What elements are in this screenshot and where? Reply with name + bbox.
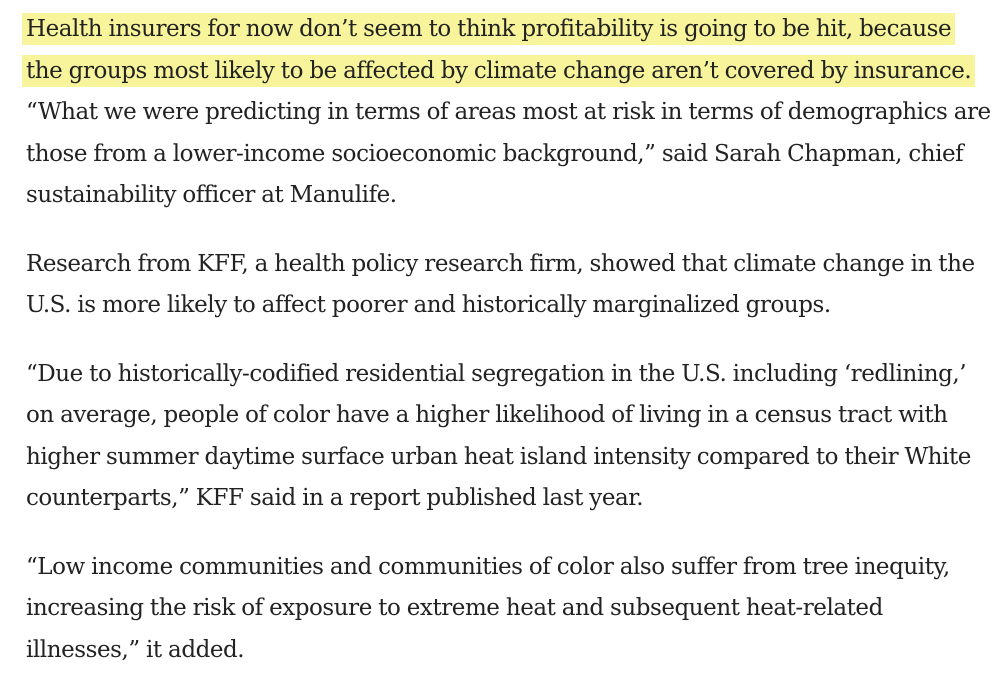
paragraph-tree-inequity: “Low income communities and communities … [26, 553, 950, 663]
paragraph-insurers: Health insurers for now don’t seem to th… [22, 9, 991, 217]
paragraph-text: “What we were predicting in terms of are… [26, 99, 991, 208]
paragraph-kff-research: Research from KFF, a health policy resea… [26, 250, 975, 319]
paragraph-kff-quote: “Due to historically-codified residentia… [26, 360, 971, 512]
highlighted-text: Health insurers for now don’t seem to th… [22, 13, 976, 87]
article-body: Health insurers for now don’t seem to th… [22, 9, 991, 698]
